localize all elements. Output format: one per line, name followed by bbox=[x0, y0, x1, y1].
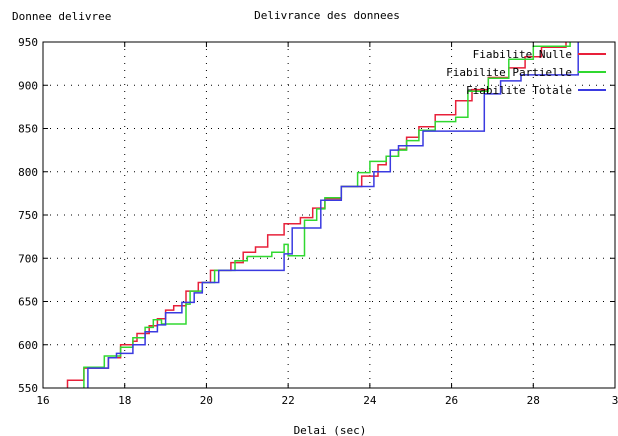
y-tick-label: 650 bbox=[18, 296, 38, 309]
x-tick-label: 18 bbox=[118, 394, 131, 407]
y-tick-label: 600 bbox=[18, 339, 38, 352]
grid bbox=[43, 42, 615, 388]
series-line bbox=[87, 42, 579, 388]
y-tick-label: 800 bbox=[18, 166, 38, 179]
legend: Fiabilite Nulle Fiabilite Partielle Fiabil… bbox=[446, 48, 606, 97]
x-tick-label: 22 bbox=[282, 394, 295, 407]
series-line bbox=[66, 42, 567, 388]
y-tick-label: 700 bbox=[18, 252, 38, 265]
legend-label: Fiabilite Nulle bbox=[473, 48, 572, 61]
series-group bbox=[66, 42, 579, 388]
x-tick-label: 16 bbox=[36, 394, 49, 407]
y-tick-label: 850 bbox=[18, 123, 38, 136]
y-tick-label: 550 bbox=[18, 382, 38, 395]
y-tick-label: 950 bbox=[18, 36, 38, 49]
series-line bbox=[83, 42, 571, 388]
x-axis-label: Delai (sec) bbox=[294, 424, 367, 436]
x-tick-label: 24 bbox=[363, 394, 377, 407]
x-tick-label: 20 bbox=[200, 394, 213, 407]
x-tick-label: 3 bbox=[612, 394, 618, 407]
y-axis-label: Donnee delivree bbox=[12, 10, 111, 23]
x-tick-label: 26 bbox=[445, 394, 458, 407]
y-tick-label: 900 bbox=[18, 79, 38, 92]
legend-label: Fiabilite Totale bbox=[466, 84, 572, 97]
x-tick-label: 28 bbox=[527, 394, 540, 407]
tick-group: 16 18 20 22 24 26 28 3 550 600 650 700 750 800 850 900 9… bbox=[18, 36, 618, 407]
legend-label: Fiabilite Partielle bbox=[446, 66, 572, 79]
y-tick-label: 750 bbox=[18, 209, 38, 222]
chart-title: Delivrance des donnees bbox=[254, 9, 400, 22]
